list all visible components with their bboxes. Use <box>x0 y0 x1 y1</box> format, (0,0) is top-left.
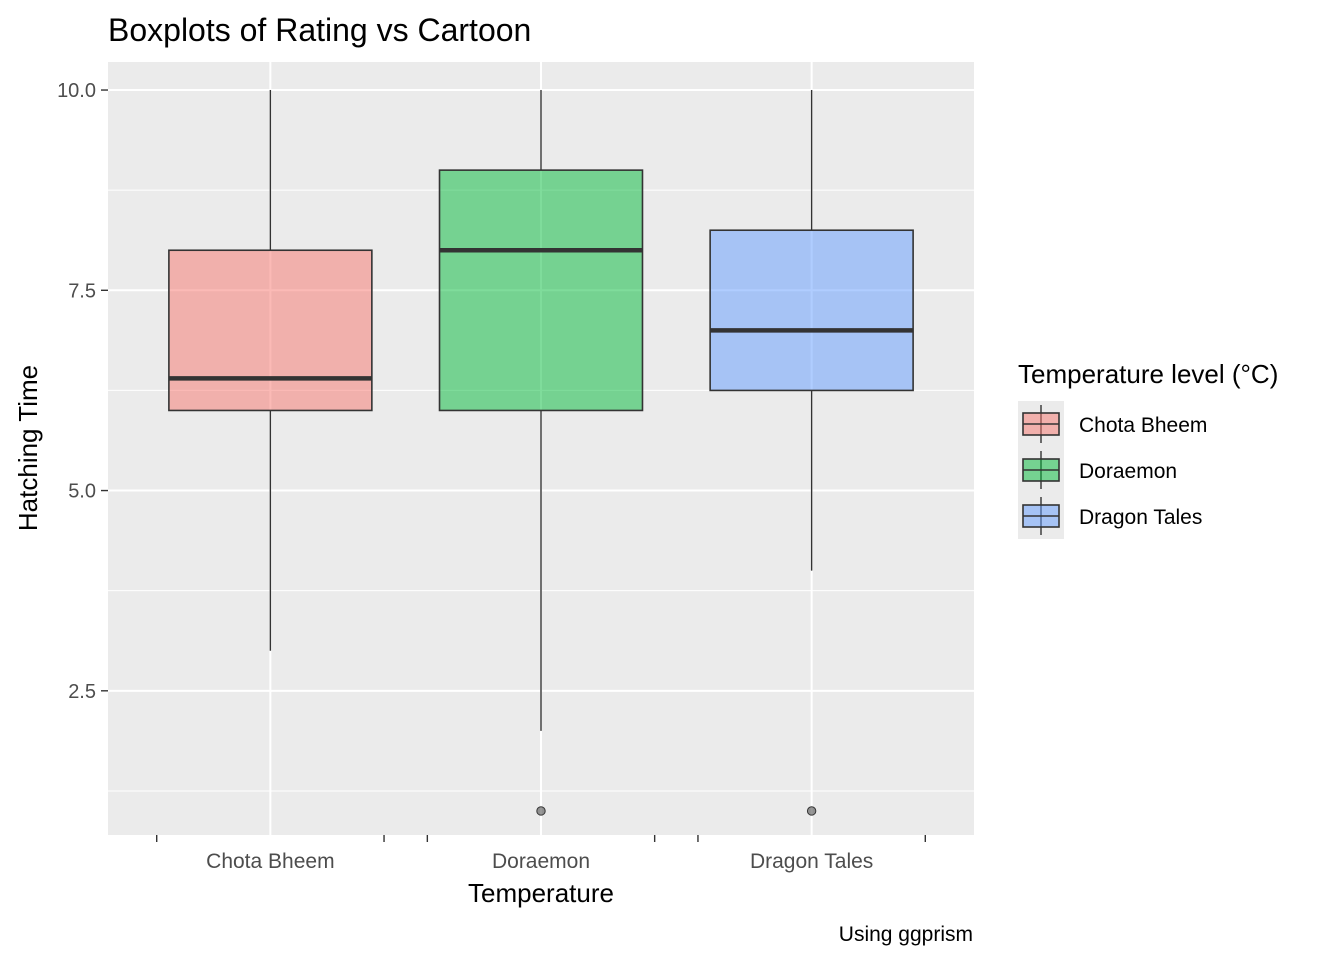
legend-item: Chota Bheem <box>1022 405 1207 443</box>
legend-item-label: Doraemon <box>1079 460 1177 483</box>
box-dragon-tales <box>709 90 914 816</box>
y-axis-title: Hatching Time <box>13 365 43 531</box>
x-tick-label: Dragon Tales <box>750 850 873 873</box>
y-tick-label: 7.5 <box>68 280 96 302</box>
y-tick-label: 10.0 <box>57 80 96 102</box>
box-chota-bheem <box>168 90 373 651</box>
x-axis-title: Temperature <box>468 878 614 908</box>
box-iqr <box>709 229 914 392</box>
boxes-layer <box>168 90 914 816</box>
caption: Using ggprism <box>839 923 973 946</box>
box-doraemon <box>438 90 644 816</box>
legend-item-label: Dragon Tales <box>1079 506 1202 529</box>
outlier-point <box>536 806 546 816</box>
chart-title: Boxplots of Rating vs Cartoon <box>108 12 531 48</box>
y-axis: 2.5 5.0 7.5 10.0 <box>57 80 108 703</box>
outlier-point <box>806 806 817 816</box>
legend-item: Doraemon <box>1022 451 1177 489</box>
y-tick-label: 5.0 <box>68 481 96 503</box>
legend-item-label: Chota Bheem <box>1079 414 1207 437</box>
x-axis: Chota Bheem Doraemon Dragon Tales <box>156 835 926 873</box>
x-tick-label: Doraemon <box>492 850 590 873</box>
box-iqr <box>438 169 644 412</box>
legend-item: Dragon Tales <box>1022 497 1202 535</box>
legend: Temperature level (°C) Chota Bheem Doraem… <box>1018 359 1278 539</box>
box-iqr <box>168 249 373 412</box>
x-tick-label: Chota Bheem <box>206 850 334 873</box>
legend-title: Temperature level (°C) <box>1018 359 1278 389</box>
y-tick-label: 2.5 <box>68 681 96 703</box>
